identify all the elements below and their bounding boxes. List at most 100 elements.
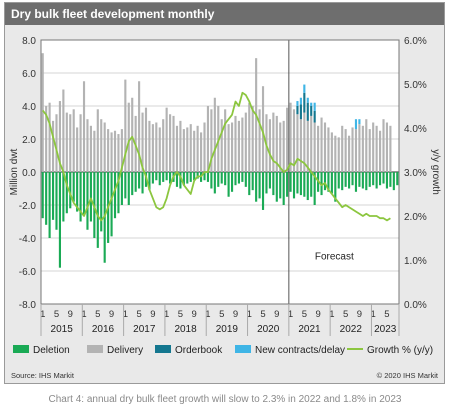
deletion-bar <box>206 172 210 182</box>
deletion-bar <box>169 172 172 184</box>
y2-tick-label: 1.0% <box>404 256 427 267</box>
delivery-bar <box>348 135 351 172</box>
delivery-bar <box>69 114 72 172</box>
deletion-bar <box>186 172 189 184</box>
delivery-bar <box>344 129 347 172</box>
month-tick-label: 1 <box>123 309 128 320</box>
deletion-bar <box>368 172 371 187</box>
deletion-bar <box>48 172 51 238</box>
deletion-bar <box>282 172 285 205</box>
deletion-bar <box>203 172 206 181</box>
delivery-bar <box>213 97 216 172</box>
month-tick-label: 9 <box>68 309 73 320</box>
month-tick-label: 5 <box>219 309 224 320</box>
deletion-bar <box>296 172 299 194</box>
delivery-bar <box>310 115 313 172</box>
delivery-bar <box>41 53 44 173</box>
delivery-bar <box>51 120 55 172</box>
deletion-bar <box>65 172 68 214</box>
delivery-bar <box>389 125 392 172</box>
deletion-bar <box>320 172 323 196</box>
deletion-bar <box>62 172 65 222</box>
delivery-bar <box>375 125 378 172</box>
delivery-bar <box>330 132 333 172</box>
month-tick-label: 9 <box>315 309 320 320</box>
deletion-bar <box>196 172 199 179</box>
delivery-bar <box>86 119 89 172</box>
deletion-bar <box>261 172 265 210</box>
deletion-bar <box>392 172 395 191</box>
delivery-bar <box>196 125 199 172</box>
month-tick-label: 5 <box>302 309 307 320</box>
deletion-bar <box>292 172 296 199</box>
delivery-bar <box>151 124 154 172</box>
delivery-bar <box>103 122 106 172</box>
y2-tick-label: 2.0% <box>404 212 427 223</box>
deletion-bar <box>330 172 333 194</box>
deletion-bar <box>344 172 347 187</box>
year-label: 2019 <box>216 324 239 335</box>
orderbook-bar <box>299 104 302 120</box>
deletion-bar <box>379 172 382 186</box>
deletion-bar <box>337 172 340 189</box>
deletion-bar <box>141 172 144 194</box>
chart-svg: 8.0 6.0 4.0 2.0 0.0 -2.0 -4.0 -6.0 -8.0 6.0% 5.0% 4… <box>9 36 441 380</box>
delivery-bar <box>361 125 364 172</box>
year-label: 2021 <box>298 324 321 335</box>
deletion-bar <box>175 172 179 187</box>
legend-label: Deletion <box>33 345 70 356</box>
y-tick-label: -2.0 <box>19 201 37 212</box>
deletion-bar <box>182 172 185 186</box>
delivery-bar <box>210 109 213 172</box>
delivery-bar <box>272 112 275 172</box>
delivery-bar <box>289 102 292 172</box>
delivery-bar <box>62 89 65 172</box>
legend-label: New contracts/delay <box>255 345 345 356</box>
delivery-bar <box>155 122 158 172</box>
copyright-note: © 2020 IHS Markit <box>377 371 439 380</box>
delivery-bar <box>351 127 354 172</box>
delivery-bar <box>206 106 210 172</box>
delivery-bar <box>220 119 223 172</box>
delivery-bar <box>100 119 103 172</box>
delivery-bar <box>58 101 61 172</box>
y-tick-label: -4.0 <box>19 234 37 245</box>
deletion-bar <box>268 172 271 189</box>
deletion-bar <box>279 172 282 199</box>
month-tick-label: 5 <box>260 309 265 320</box>
delivery-bar <box>189 124 192 172</box>
y2-tick-label: 0.0% <box>404 300 427 311</box>
year-label: 2023 <box>374 324 397 335</box>
deletion-bar <box>241 172 244 182</box>
delivery-bar <box>45 106 48 172</box>
deletion-bar <box>148 172 151 191</box>
delivery-bar <box>79 114 82 172</box>
delivery-bar <box>93 130 96 172</box>
delivery-bar <box>282 120 285 172</box>
y2-axis-title: y/y growth <box>430 149 441 195</box>
deletion-bar <box>354 172 358 192</box>
forecast-annotation: Forecast <box>315 251 354 262</box>
y-axis-title: Million dwt <box>9 148 20 195</box>
deletion-bar <box>323 172 327 191</box>
delivery-bar <box>306 120 309 172</box>
delivery-bar <box>107 129 110 172</box>
source-note: Source: IHS Markit <box>11 371 75 380</box>
delivery-bar <box>72 109 75 172</box>
plot-border <box>40 39 400 305</box>
delivery-bar <box>169 114 172 172</box>
y-tick-label: -8.0 <box>19 300 37 311</box>
deletion-bar <box>341 172 344 191</box>
deletion-bar <box>213 172 216 194</box>
deletion-bar <box>72 172 75 202</box>
deletion-bar <box>69 172 72 209</box>
delivery-bar <box>365 119 368 172</box>
legend-swatch <box>13 345 29 353</box>
delivery-bar <box>385 122 389 172</box>
delivery-bar <box>248 102 251 172</box>
deletion-bar <box>113 172 117 219</box>
delivery-bar <box>251 106 254 172</box>
deletion-bar <box>189 172 192 182</box>
deletion-bar <box>396 172 399 186</box>
month-tick-label: 1 <box>371 309 376 320</box>
